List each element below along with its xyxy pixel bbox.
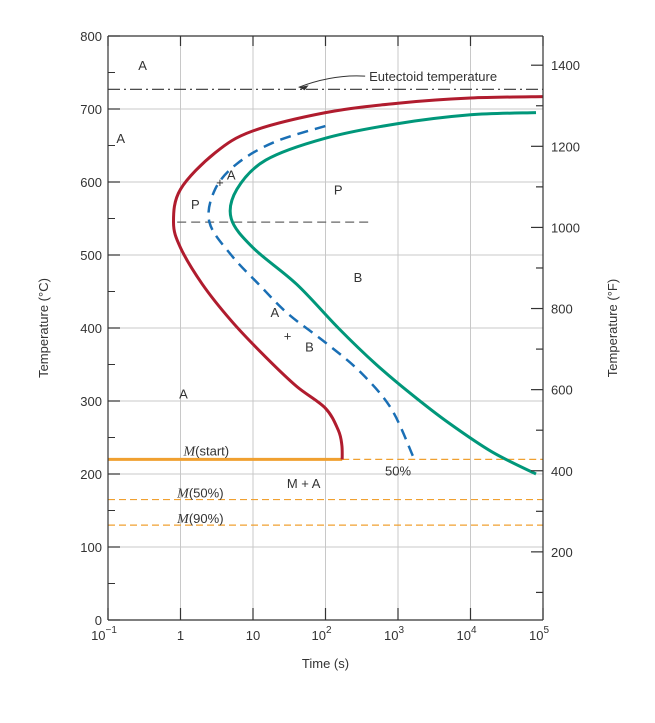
y-tick-label-right: 400 xyxy=(551,464,573,479)
y-axis-title-left: Temperature (°C) xyxy=(36,278,51,378)
curves xyxy=(171,95,544,476)
x-tick-label: 104 xyxy=(456,625,476,643)
annotation-a: A xyxy=(179,387,188,402)
y-tick-label-left: 100 xyxy=(80,540,102,555)
eutectoid-arrowhead xyxy=(298,85,309,91)
annotation-a: A xyxy=(138,58,147,73)
annotation--: + xyxy=(216,175,224,190)
y-tick-label-left: 700 xyxy=(80,102,102,117)
y-tick-label-left: 400 xyxy=(80,321,102,336)
annotation-a: A xyxy=(116,131,125,146)
martensite-label: M(90%) xyxy=(176,511,223,527)
y-tick-label-right: 600 xyxy=(551,383,573,398)
annotation-eutectoid-temperature: Eutectoid temperature xyxy=(369,69,497,84)
annotation-p: P xyxy=(191,197,200,212)
x-tick-label: 103 xyxy=(384,625,404,643)
annotation-b: B xyxy=(305,339,314,354)
annotation-m-a: M + A xyxy=(287,476,321,491)
labels: 0 100 200 300 400 500 600 700 800 200 400 600 800 100… xyxy=(36,29,620,671)
eutectoid-pointer xyxy=(298,75,366,88)
y-tick-label-right: 1400 xyxy=(551,58,580,73)
x-tick-label: 1 xyxy=(177,628,184,643)
curve-transformation-start xyxy=(171,95,544,460)
y-tick-label-left: 800 xyxy=(80,29,102,44)
x-tick-label: 105 xyxy=(529,625,549,643)
grid xyxy=(108,36,543,620)
axes xyxy=(107,35,544,621)
reference-lines xyxy=(108,88,543,526)
x-tick-label: 10 xyxy=(246,628,260,643)
y-tick-label-left: 0 xyxy=(95,613,102,628)
annotation--: + xyxy=(284,328,292,343)
x-axis-title: Time (s) xyxy=(302,656,349,671)
y-tick-label-left: 600 xyxy=(80,175,102,190)
y-tick-label-right: 200 xyxy=(551,545,573,560)
x-tick-label: 10−1 xyxy=(91,625,117,643)
annotation-50-: 50% xyxy=(385,463,411,478)
annotation-b: B xyxy=(354,270,363,285)
y-tick-label-left: 300 xyxy=(80,394,102,409)
y-tick-label-right: 1200 xyxy=(551,139,580,154)
annotation-p: P xyxy=(334,182,343,197)
martensite-label: M(start) xyxy=(183,444,230,460)
y-axis-title-right: Temperature (°F) xyxy=(605,279,620,377)
y-tick-label-left: 200 xyxy=(80,467,102,482)
y-tick-label-left: 500 xyxy=(80,248,102,263)
annotation-a: A xyxy=(227,168,236,183)
x-tick-label: 102 xyxy=(311,625,331,643)
curve-transformation-finish xyxy=(228,111,537,476)
y-tick-label-right: 1000 xyxy=(551,220,580,235)
martensite-label: M(50%) xyxy=(176,485,223,501)
curve-50-completion xyxy=(207,123,414,457)
y-tick-label-right: 800 xyxy=(551,302,573,317)
annotation-a: A xyxy=(270,305,279,320)
